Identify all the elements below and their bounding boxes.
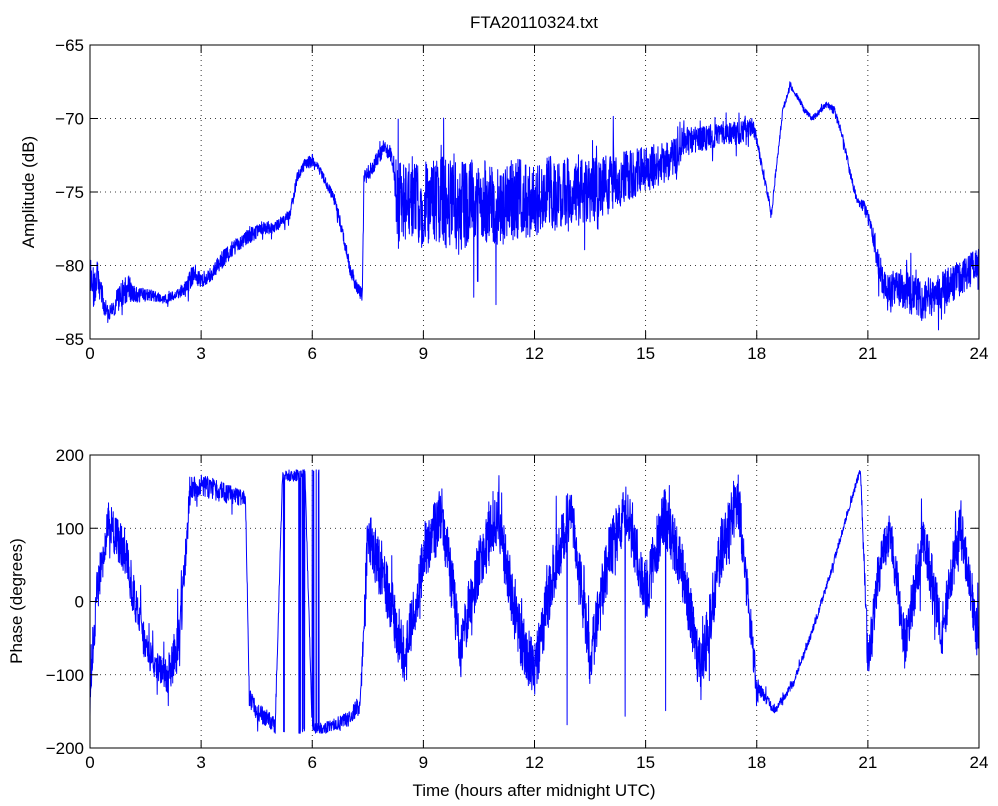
phase-ticks: 0 3 6 9 12 15 18 21 24 −200 −100 0 100 200 [46, 446, 989, 772]
phase-grid [90, 455, 979, 748]
amplitude-axes: 0 3 6 9 12 15 18 21 24 −85 −80 −75 −70 −65 Amplitude … [19, 36, 988, 363]
x-tick-label: 0 [85, 344, 94, 363]
amplitude-plot-frame [89, 44, 980, 340]
x-tick-label: 24 [970, 344, 989, 363]
x-tick-label: 15 [636, 344, 655, 363]
y-tick-label: −80 [55, 257, 84, 276]
y-tick-label: −85 [55, 330, 84, 349]
phase-axes: 0 3 6 9 12 15 18 21 24 −200 −100 0 100 200 Phase (deg… [7, 446, 988, 800]
x-tick-label: 3 [196, 753, 205, 772]
x-tick-label: 3 [196, 344, 205, 363]
chart-title: FTA20110324.txt [470, 13, 598, 32]
phase-plot-frame [89, 454, 980, 749]
x-tick-label: 0 [85, 753, 94, 772]
amplitude-ticks: 0 3 6 9 12 15 18 21 24 −85 −80 −75 −70 −65 [55, 36, 988, 363]
x-tick-label: 15 [636, 753, 655, 772]
phase-y-axis-label: Phase (degrees) [7, 538, 26, 664]
phase-x-axis-label: Time (hours after midnight UTC) [412, 781, 655, 800]
x-tick-label: 18 [747, 344, 766, 363]
x-tick-label: 21 [858, 344, 877, 363]
y-tick-label: 100 [56, 519, 84, 538]
x-tick-label: 18 [747, 753, 766, 772]
y-tick-label: 0 [75, 593, 84, 612]
amplitude-grid [90, 45, 979, 339]
y-tick-label: −100 [46, 666, 84, 685]
y-tick-label: 200 [56, 446, 84, 465]
phase-series-line [89, 469, 980, 734]
x-tick-label: 24 [970, 753, 989, 772]
phase-trace-layer [89, 469, 980, 734]
y-tick-label: −70 [55, 110, 84, 129]
x-tick-label: 9 [419, 753, 428, 772]
x-tick-label: 6 [308, 344, 317, 363]
amplitude-series-line [89, 81, 980, 331]
x-tick-label: 12 [525, 344, 544, 363]
y-tick-label: −200 [46, 739, 84, 758]
x-tick-label: 6 [308, 753, 317, 772]
x-tick-label: 21 [858, 753, 877, 772]
y-tick-label: −75 [55, 183, 84, 202]
y-tick-label: −65 [55, 36, 84, 55]
x-tick-label: 12 [525, 753, 544, 772]
x-tick-label: 9 [419, 344, 428, 363]
amplitude-y-axis-label: Amplitude (dB) [19, 136, 38, 248]
amplitude-trace-layer [89, 81, 980, 331]
